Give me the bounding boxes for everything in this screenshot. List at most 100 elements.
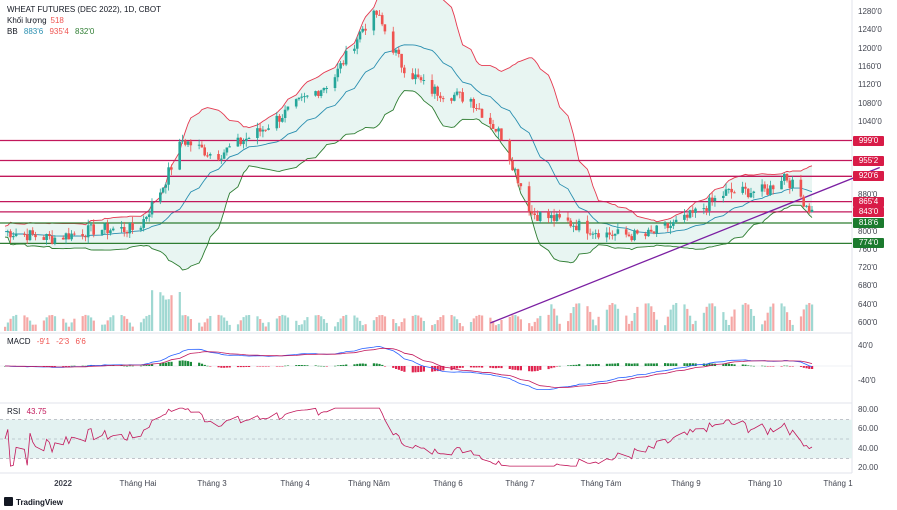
candle-body [807,205,811,213]
macd-histogram-bar [702,363,705,366]
candle-body [70,233,73,240]
volume-bar [126,318,129,331]
macd-histogram-bar [67,366,70,367]
candle-body [111,228,115,231]
volume-bar [536,318,539,331]
candle-body [147,214,151,217]
volume-bar [92,320,95,331]
candle-body [741,186,744,193]
candle-body [303,96,306,98]
macd-histogram-bar [395,366,398,369]
candle-body [727,188,731,190]
volume-bar [53,316,57,331]
price-tick-label: 1040'0 [858,116,882,126]
candle-body [400,53,403,68]
volume-bar [187,316,190,331]
volume-bar [123,316,126,331]
volume-bar [62,318,65,331]
macd-histogram-bar [281,366,284,367]
candle-body [616,229,620,234]
time-axis-label: Tháng 3 [197,479,227,488]
candle-body [403,67,406,74]
macd-histogram-bar [264,366,267,367]
volume-bar [730,316,733,331]
volume-bar [378,315,381,331]
macd-histogram-bar [322,366,326,367]
macd-histogram-bar [303,365,306,366]
volume-bar [494,325,498,331]
macd-histogram-bar [805,366,808,369]
bb-label: BB [7,27,18,36]
volume-bar [625,315,628,331]
candle-body [705,208,708,211]
candle-body [566,217,570,221]
macd-histogram-bar [722,363,725,366]
volume-bar [763,320,767,331]
volume-bar [48,315,51,331]
candle-body [100,230,104,235]
macd-histogram-bar [594,364,597,366]
volume-bar [148,314,151,331]
macd-histogram-bar [159,363,162,366]
macd-label: MACD [7,337,31,346]
candle-body [771,185,775,190]
candle-body [414,74,417,80]
macd-histogram-bar [625,363,628,366]
tradingview-logo: TradingView [4,497,63,507]
macd-histogram-bar [420,366,423,372]
macd-histogram-bar [614,363,617,366]
candle-body [264,129,267,131]
candle-body [453,94,456,101]
volume-bar [264,326,267,331]
macd-histogram-bar [220,366,223,368]
candle-body [802,196,805,207]
candle-body [805,205,808,207]
macd-histogram-bar [500,366,503,369]
time-axis-label: Tháng 6 [433,479,463,488]
volume-bar [605,309,608,331]
macd-histogram-bar [664,363,667,366]
volume-bar [383,316,387,331]
macd-histogram-bar [511,366,514,370]
volume-value: 518 [50,16,64,25]
tradingview-icon [4,497,13,506]
volume-bar [799,316,803,331]
volume-bar [469,322,473,331]
volume-bar [220,315,223,331]
candle-body [491,124,495,129]
candle-body [763,184,767,189]
macd-histogram-bar [769,366,772,367]
candle-body [283,109,287,118]
bollinger-band-fill [5,0,812,270]
candle-body [159,192,162,202]
macd-histogram-bar [203,364,206,366]
volume-bar [278,316,281,331]
volume-bar [433,324,436,331]
volume-bar [481,315,484,331]
candle-body [353,48,356,51]
candle-body [34,234,37,238]
candle-body [225,147,229,153]
candle-body [455,91,459,95]
time-axis-label: Tháng Tám [580,479,622,488]
volume-bar [453,316,456,331]
macd-histogram-bar [392,366,395,368]
price-tick-label: 1200'0 [858,43,882,53]
rsi-line [4,407,813,467]
volume-bar [439,317,442,331]
volume-bar [766,312,769,331]
candle-body [42,237,46,240]
candle-body [31,230,34,235]
candle-body [516,169,520,184]
candle-body [9,231,12,238]
volume-bar [788,320,791,331]
candle-body [200,144,204,148]
macd-histogram-bar [187,361,190,366]
macd-histogram-bar [189,361,192,366]
volume-bar [475,315,478,331]
candle-body [730,188,733,193]
macd-histogram-bar [334,365,337,367]
macd-histogram-bar [70,365,73,367]
macd-histogram-bar [120,365,123,366]
